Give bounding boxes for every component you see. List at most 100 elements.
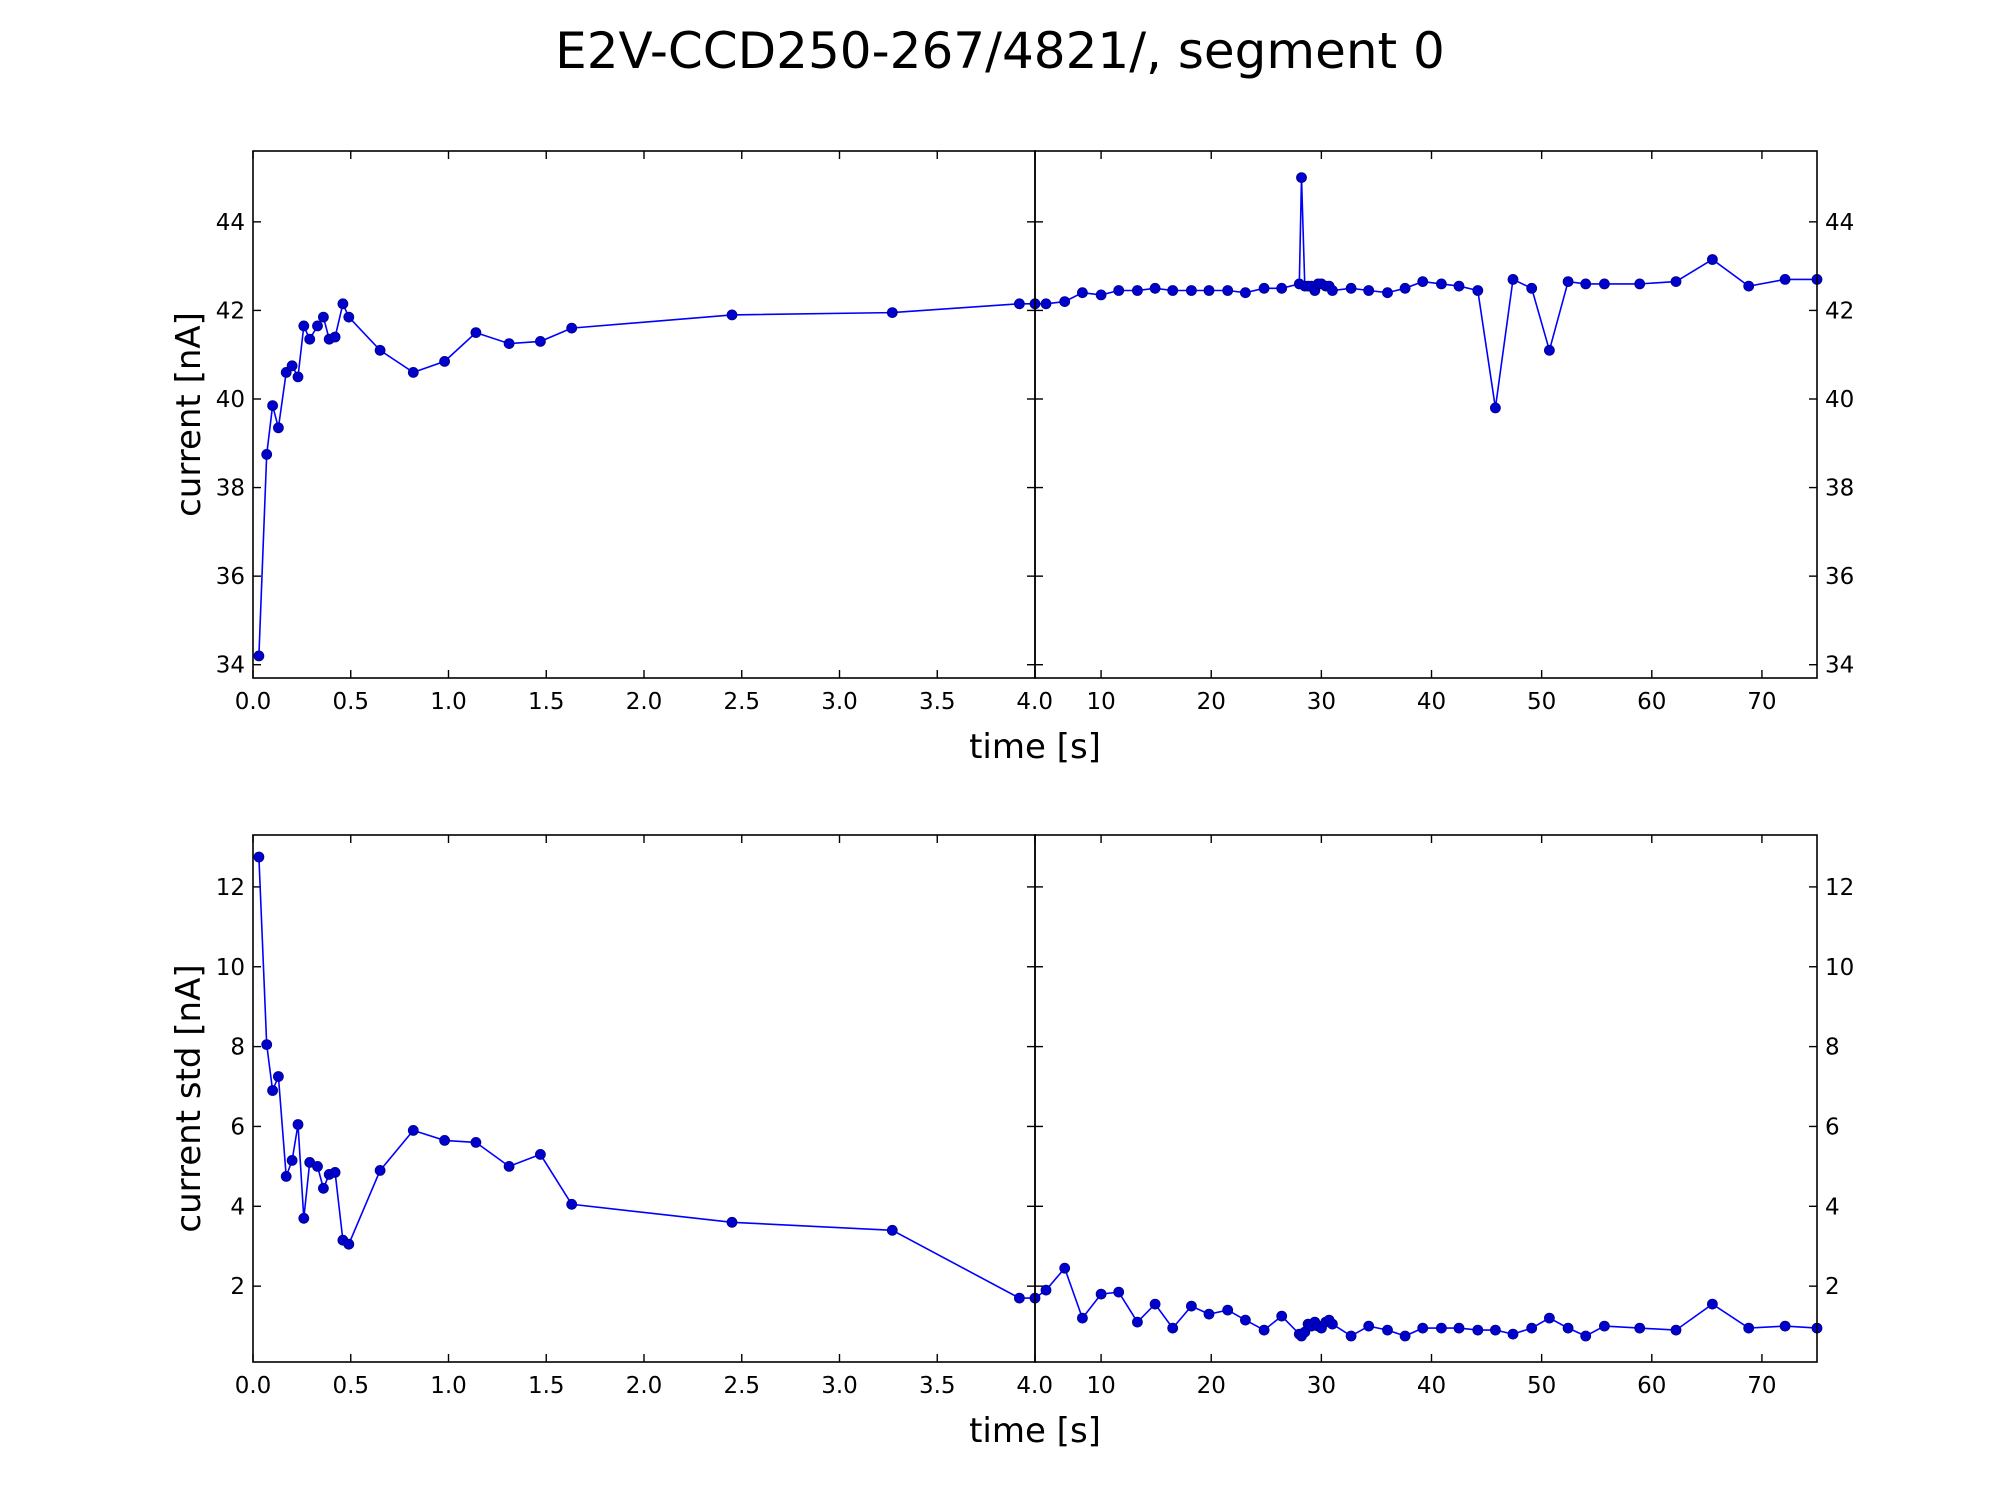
- data-point: [312, 1161, 323, 1172]
- current-std-axis-ticks: 2 2 4 4 6 6 8 8 10 10 12 12 0.0 0.5 1.0 1.5 2.0 2.5 3.0 3.5…: [216, 835, 1854, 1399]
- data-point: [1149, 282, 1161, 294]
- data-point: [726, 1216, 738, 1228]
- data-point: [1095, 289, 1107, 301]
- data-point: [535, 335, 546, 347]
- data-point: [439, 355, 451, 367]
- data-point: [1599, 278, 1610, 290]
- data-point: [1363, 1320, 1375, 1332]
- x-tick-label: 10: [1086, 1373, 1115, 1399]
- data-point: [566, 322, 578, 334]
- data-point: [470, 1137, 482, 1148]
- data-point: [1779, 273, 1791, 285]
- data-point: [1203, 285, 1215, 296]
- x-tick-label: 4.0: [1016, 689, 1053, 715]
- y-tick-label-right: 44: [1825, 210, 1854, 236]
- x-tick-label: 20: [1197, 1373, 1226, 1399]
- data-point: [1095, 1288, 1107, 1300]
- data-point: [1526, 1322, 1538, 1334]
- data-point: [1599, 1320, 1610, 1332]
- data-point: [1327, 285, 1338, 296]
- data-point: [1014, 298, 1025, 310]
- current-std-plot: 2 2 4 4 6 6 8 8 10 10 12 12 0.0 0.5 1.0 1.5 2.0 2.5 3.0 3.5…: [169, 834, 1854, 1451]
- x-tick-label: 3.0: [821, 689, 858, 715]
- data-point: [374, 344, 386, 356]
- x-tick-label: 2.5: [723, 1373, 760, 1399]
- data-point: [1363, 285, 1375, 296]
- data-point: [1436, 1322, 1447, 1334]
- data-point: [272, 1071, 284, 1082]
- data-point: [1743, 280, 1755, 292]
- y-tick-label: 44: [216, 210, 245, 236]
- data-point: [1490, 1324, 1501, 1336]
- x-tick-label: 1.0: [430, 689, 467, 715]
- data-point: [267, 1085, 279, 1096]
- x-tick-label: 0.5: [332, 1373, 369, 1399]
- data-point: [1077, 287, 1088, 299]
- data-point: [1417, 1322, 1429, 1334]
- data-point: [1490, 402, 1501, 414]
- data-point: [470, 327, 482, 339]
- x-tick-label: 70: [1747, 1373, 1776, 1399]
- data-point: [1453, 1322, 1465, 1334]
- data-point: [1113, 1286, 1125, 1298]
- x-tick-label: 4.0: [1016, 1373, 1053, 1399]
- y-tick-label-right: 38: [1825, 476, 1854, 502]
- x-tick-label: 1.0: [430, 1373, 467, 1399]
- y-tick-label: 8: [230, 1035, 245, 1061]
- x-tick-label: 1.5: [528, 1373, 565, 1399]
- data-point: [253, 851, 265, 863]
- data-point: [298, 1212, 310, 1224]
- x-tick-label: 70: [1747, 689, 1776, 715]
- data-point: [1345, 282, 1357, 294]
- current-std-x-axis-label: time [s]: [969, 1411, 1101, 1451]
- y-tick-label-right: 6: [1825, 1114, 1840, 1140]
- x-tick-label: 3.5: [919, 1373, 956, 1399]
- data-point: [1472, 285, 1484, 296]
- data-point: [1382, 1324, 1393, 1336]
- current-right-panel-frame: [1034, 150, 1818, 679]
- data-point: [1634, 1322, 1646, 1334]
- x-tick-label: 40: [1417, 689, 1446, 715]
- data-point: [1670, 1324, 1682, 1336]
- data-point: [261, 448, 273, 460]
- y-tick-label: 2: [230, 1274, 245, 1300]
- data-point: [280, 1171, 292, 1182]
- data-point: [503, 1161, 515, 1172]
- data-point: [1132, 1316, 1143, 1328]
- current-std-right-panel-frame: [1034, 834, 1818, 1363]
- data-point: [272, 422, 284, 434]
- data-point: [1507, 273, 1519, 285]
- data-point: [1014, 1292, 1025, 1304]
- x-tick-label: 3.0: [821, 1373, 858, 1399]
- data-point: [407, 366, 419, 378]
- data-point: [1186, 285, 1197, 296]
- x-tick-label: 60: [1637, 689, 1666, 715]
- data-point: [1167, 285, 1179, 296]
- current-std-series-points: [253, 851, 1823, 1342]
- y-tick-label-right: 10: [1825, 955, 1854, 981]
- data-point: [292, 371, 304, 383]
- y-tick-label: 34: [216, 653, 245, 679]
- data-point: [1634, 278, 1646, 290]
- data-point: [1258, 282, 1270, 294]
- data-point: [292, 1119, 304, 1130]
- data-point: [1544, 344, 1555, 356]
- data-point: [1580, 1330, 1592, 1342]
- data-point: [317, 311, 329, 323]
- data-point: [1077, 1312, 1088, 1324]
- data-point: [1222, 285, 1234, 296]
- data-point: [1382, 287, 1393, 299]
- x-tick-label: 2.5: [723, 689, 760, 715]
- x-tick-label: 20: [1197, 689, 1226, 715]
- x-tick-label: 3.5: [919, 689, 956, 715]
- data-point: [1544, 1312, 1555, 1324]
- y-tick-label-right: 8: [1825, 1035, 1840, 1061]
- y-tick-label-right: 42: [1825, 298, 1854, 324]
- x-tick-label: 1.5: [528, 689, 565, 715]
- data-point: [1399, 282, 1411, 294]
- data-point: [1417, 276, 1429, 288]
- x-tick-label: 0.5: [332, 689, 369, 715]
- y-tick-label: 40: [216, 387, 245, 413]
- data-point: [1149, 1298, 1161, 1310]
- data-point: [886, 1224, 898, 1236]
